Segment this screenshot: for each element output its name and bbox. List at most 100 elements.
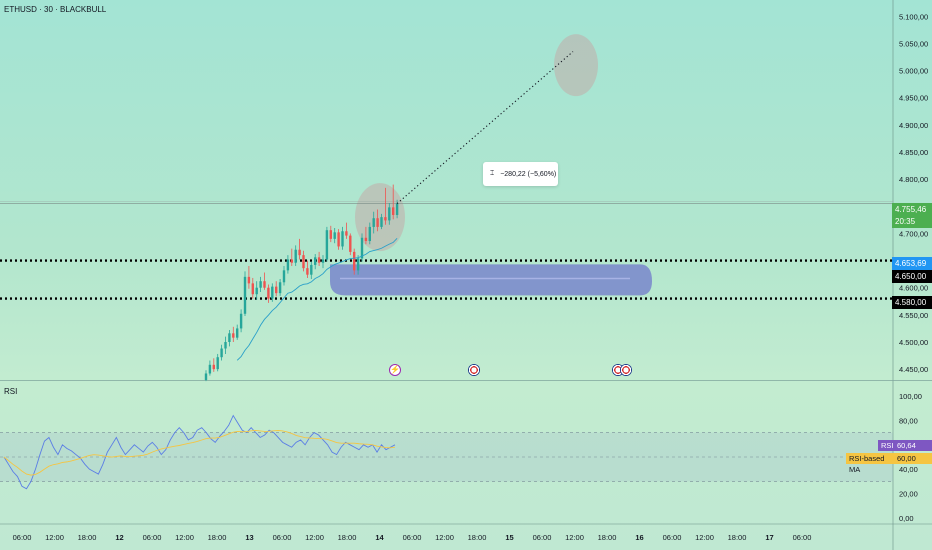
current-price-tag: 4.755,46: [892, 203, 932, 216]
time-axis-label: 12:00: [45, 533, 64, 542]
candle-body: [286, 259, 290, 271]
candle-body: [349, 235, 352, 252]
candle-body: [247, 276, 251, 284]
time-axis-label: 18:00: [78, 533, 97, 542]
moving-average-line: [236, 238, 398, 361]
candle-body: [275, 286, 278, 294]
bolt-icon[interactable]: ⚡: [389, 364, 401, 376]
candle-body: [372, 218, 375, 227]
candle-body: [212, 364, 215, 370]
price-axis-label: 4.850,00: [899, 148, 928, 157]
candle-body: [282, 270, 286, 283]
candle-body: [317, 257, 321, 263]
candle-body: [337, 232, 340, 247]
candle-body: [310, 264, 313, 275]
candle-body: [271, 286, 274, 299]
time-axis-label: 16: [635, 533, 643, 542]
candle-body: [236, 328, 239, 338]
time-axis-label: 18:00: [338, 533, 357, 542]
rsi-ma-line: [3, 429, 396, 476]
candle-body: [376, 218, 379, 227]
price-axis-label: 4.550,00: [899, 311, 928, 320]
rsi-line: [3, 414, 396, 490]
time-axis-label: 06:00: [663, 533, 682, 542]
price-axis-label: 4.700,00: [899, 229, 928, 238]
candle-body: [290, 259, 293, 263]
time-axis-label: 18:00: [468, 533, 487, 542]
price-axis-label: 5.000,00: [899, 67, 928, 76]
rsi-axis-label: 40,00: [899, 465, 918, 474]
time-axis-label: 14: [375, 533, 384, 542]
symbol-title[interactable]: ETHUSD · 30 · BLACKBULL: [4, 5, 107, 14]
candle-body: [298, 249, 301, 256]
price-axis-label: 4.900,00: [899, 121, 928, 130]
time-axis-label: 12:00: [695, 533, 714, 542]
candle-body: [356, 258, 360, 271]
candle-body: [392, 207, 395, 215]
candle-body: [368, 226, 371, 242]
price-axis-label: 4.450,00: [899, 365, 928, 374]
candle-body: [239, 313, 243, 329]
candle-body: [294, 249, 297, 263]
rsi-axis-label: 20,00: [899, 490, 918, 499]
blue-price-tag: 4.653,69: [892, 257, 932, 270]
measure-label: −280,22 (−5,60%): [500, 170, 557, 178]
rsi-ma-value: 60,00: [894, 453, 932, 464]
rsi-ma-tag: RSI-based MA: [846, 453, 894, 474]
price-axis-label: 4.950,00: [899, 94, 928, 103]
time-axis-label: 06:00: [403, 533, 422, 542]
candle-body: [243, 276, 247, 314]
time-axis-label: 12: [115, 533, 123, 542]
time-axis-label: 13: [245, 533, 253, 542]
time-axis-label: 18:00: [728, 533, 747, 542]
price-axis-label: 4.600,00: [899, 284, 928, 293]
candle-body: [341, 231, 344, 247]
candle-body: [224, 342, 227, 349]
time-axis-label: 06:00: [533, 533, 552, 542]
candle-body: [353, 251, 356, 271]
candle-body: [267, 287, 270, 299]
projection-line: [396, 51, 574, 204]
time-axis-label: 06:00: [13, 533, 32, 542]
candle-body: [220, 348, 223, 358]
candle-body: [263, 281, 266, 288]
time-axis-label: 18:00: [598, 533, 617, 542]
level-tag-4580: 4.580,00: [892, 296, 932, 309]
candle-body: [216, 357, 219, 370]
measure-tooltip: ⌶ −280,22 (−5,60%): [483, 162, 558, 186]
time-axis-label: 12:00: [175, 533, 194, 542]
candle-body: [228, 333, 231, 342]
us-flag-icon[interactable]: [468, 364, 480, 376]
highlight-circle: [355, 183, 405, 252]
price-axis-label: 4.800,00: [899, 175, 928, 184]
us-flag-icon[interactable]: [620, 364, 632, 376]
candle-body: [380, 217, 383, 227]
candle-body: [360, 237, 364, 259]
candle-body: [395, 203, 399, 215]
candle-body: [325, 230, 329, 260]
candle-body: [384, 217, 387, 221]
candle-body: [302, 255, 305, 269]
rsi-panel-title[interactable]: RSI: [4, 387, 18, 396]
rsi-axis-label: 80,00: [899, 416, 918, 425]
candle-body: [345, 231, 348, 236]
candle-body: [204, 373, 208, 380]
time-axis-label: 06:00: [143, 533, 162, 542]
countdown-tag: 20:35: [892, 215, 932, 228]
rsi-value: 60,64: [894, 440, 932, 451]
candle-body: [321, 259, 325, 263]
price-axis-label: 4.500,00: [899, 338, 928, 347]
support-zone: [330, 264, 652, 296]
time-axis-label: 17: [765, 533, 773, 542]
time-axis-label: 12:00: [305, 533, 324, 542]
candle-body: [388, 207, 391, 221]
candle-body: [251, 283, 254, 295]
candle-body: [232, 333, 235, 338]
candle-body: [255, 287, 258, 295]
time-axis-label: 06:00: [793, 533, 812, 542]
time-axis-label: 12:00: [435, 533, 454, 542]
price-axis-label: 5.050,00: [899, 39, 928, 48]
candle-body: [259, 281, 262, 288]
